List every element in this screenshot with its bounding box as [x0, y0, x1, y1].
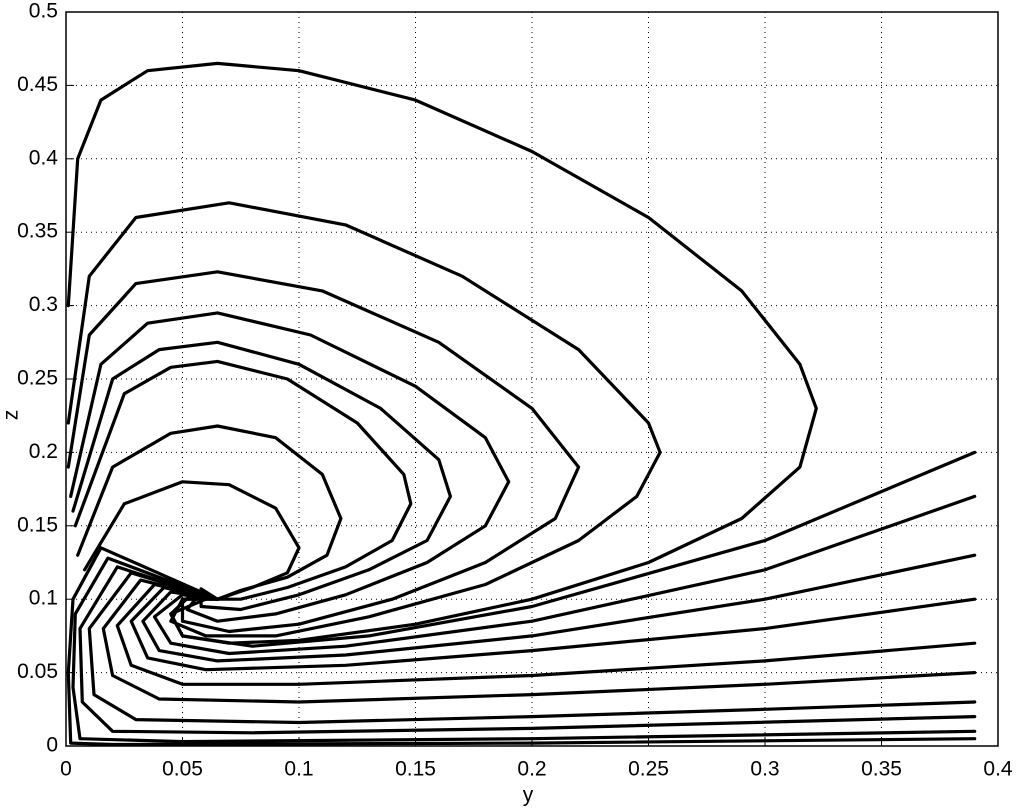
y-tick-label: 0.1: [29, 587, 58, 610]
y-tick-label: 0.35: [17, 220, 58, 243]
trajectory: [87, 571, 977, 725]
y-tick-label: 0.5: [29, 0, 58, 23]
trajectory: [76, 424, 343, 601]
trajectory: [66, 201, 662, 638]
trajectory: [115, 582, 977, 686]
trajectory: [82, 480, 301, 601]
y-axis-label: z: [0, 410, 23, 421]
x-tick-label: 0.2: [517, 758, 546, 781]
trajectory: [73, 359, 413, 601]
x-tick-label: 0.35: [861, 758, 902, 781]
trajectory: [78, 565, 977, 735]
y-tick-label: 0.3: [29, 293, 58, 316]
trajectory: [71, 556, 977, 744]
y-tick-label: 0.2: [29, 440, 58, 463]
ticks: 0 0.05 0.1 0.15 0.2 0.25 0.3 0.35 0.4 0 0.05 0.1 0.1…: [17, 0, 1013, 781]
grid: [65, 11, 999, 747]
trajectory: [66, 546, 977, 747]
trajectories: [66, 61, 977, 747]
x-tick-label: 0.1: [284, 758, 313, 781]
y-tick-label: 0: [46, 734, 58, 757]
y-tick-label: 0.05: [17, 660, 58, 683]
trajectory: [152, 494, 977, 656]
x-tick-label: 0.05: [162, 758, 203, 781]
trajectory: [141, 553, 977, 663]
x-axis-label: y: [523, 784, 534, 807]
y-tick-label: 0.4: [29, 146, 59, 169]
trajectory: [169, 450, 977, 648]
trajectory: [69, 311, 511, 623]
trajectory: [101, 578, 977, 704]
x-tick-label: 0.3: [750, 758, 779, 781]
trajectory: [129, 585, 977, 672]
trajectory: [66, 270, 581, 634]
x-tick-label: 0.15: [395, 758, 436, 781]
x-tick-label: 0.4: [983, 758, 1013, 781]
x-tick-label: 0.25: [628, 758, 669, 781]
y-tick-label: 0.45: [17, 73, 58, 96]
x-tick-label: 0: [60, 758, 72, 781]
trajectory: [71, 340, 452, 612]
y-tick-label: 0.25: [17, 367, 58, 390]
y-tick-label: 0.15: [17, 513, 58, 536]
